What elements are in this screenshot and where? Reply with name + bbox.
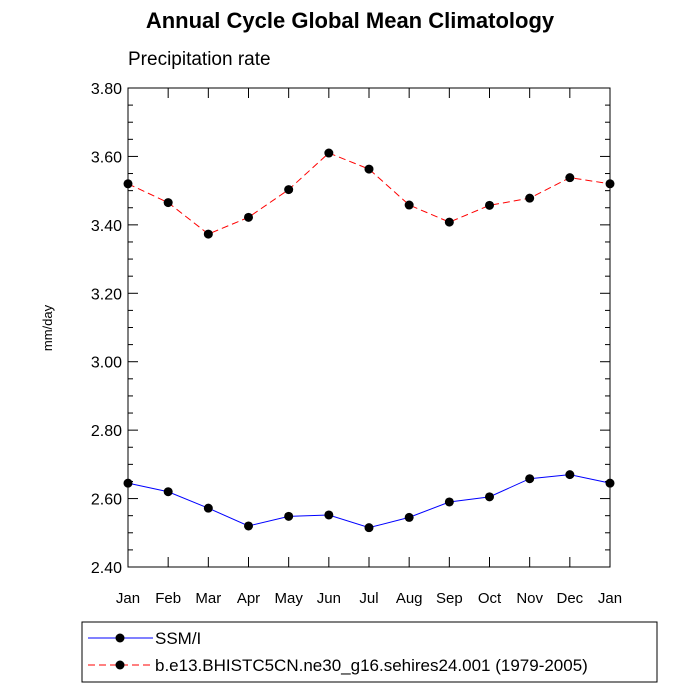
data-point bbox=[605, 179, 615, 189]
axes bbox=[127, 87, 611, 568]
x-tick-label: Nov bbox=[516, 590, 543, 607]
y-tick-label: 3.60 bbox=[91, 149, 122, 166]
data-point bbox=[324, 510, 334, 520]
x-tick-label: Jan bbox=[598, 590, 622, 607]
chart-title: Annual Cycle Global Mean Climatology bbox=[145, 8, 555, 33]
y-tick-label: 2.40 bbox=[91, 560, 122, 577]
legend-label: b.e13.BHISTC5CN.ne30_g16.sehires24.001 (… bbox=[155, 656, 588, 675]
y-tick-label: 3.40 bbox=[91, 218, 122, 235]
x-tick-label: Jan bbox=[116, 590, 140, 607]
data-point bbox=[163, 487, 173, 497]
x-tick-label: Oct bbox=[478, 590, 502, 607]
data-point bbox=[284, 511, 294, 521]
data-point bbox=[444, 217, 454, 227]
data-point bbox=[485, 200, 494, 210]
data-point bbox=[203, 503, 213, 513]
plot-frame bbox=[127, 87, 611, 568]
y-tick-label: 2.60 bbox=[91, 492, 122, 509]
legend-box bbox=[81, 621, 658, 683]
legend-marker bbox=[115, 633, 125, 643]
data-point bbox=[525, 193, 535, 203]
x-tick-label: Feb bbox=[155, 590, 181, 607]
data-point bbox=[485, 492, 494, 502]
legend-marker bbox=[115, 660, 125, 670]
series-2 bbox=[123, 148, 615, 239]
y-axis-label: mm/day bbox=[40, 304, 55, 351]
y-tick-label: 3.00 bbox=[91, 355, 122, 372]
y-tick-label: 3.20 bbox=[91, 286, 122, 303]
legend-label: SSM/I bbox=[155, 629, 201, 648]
data-point bbox=[244, 212, 253, 222]
data-point bbox=[123, 478, 133, 488]
data-point bbox=[605, 478, 615, 488]
x-tick-label: Jul bbox=[359, 590, 378, 607]
x-tick-label: May bbox=[274, 590, 303, 607]
data-point bbox=[565, 470, 575, 480]
data-point bbox=[284, 185, 294, 195]
legend: SSM/I b.e13.BHISTC5CN.ne30_g16.sehires24.… bbox=[81, 621, 658, 683]
x-tick-label: Aug bbox=[396, 590, 423, 607]
data-point bbox=[364, 164, 374, 174]
y-tick-label: 2.80 bbox=[91, 423, 122, 440]
x-tick-label: Jun bbox=[317, 590, 341, 607]
x-tick-label: Sep bbox=[436, 590, 463, 607]
chart-subtitle: Precipitation rate bbox=[128, 49, 271, 70]
x-tick-label: Dec bbox=[556, 590, 583, 607]
x-tick-label: Mar bbox=[195, 590, 221, 607]
data-point bbox=[244, 521, 253, 531]
data-point bbox=[123, 179, 133, 189]
data-point bbox=[364, 523, 374, 533]
ticks: 2.40 2.60 2.80 3.00 3.20 3.40 3.60 3.80 Jan Feb Ma… bbox=[91, 81, 622, 607]
series-line bbox=[127, 474, 611, 529]
data-point bbox=[404, 512, 414, 522]
data-point bbox=[324, 148, 334, 158]
data-point bbox=[404, 200, 414, 210]
data-point bbox=[565, 173, 575, 183]
data-point bbox=[444, 497, 454, 507]
data-point bbox=[163, 198, 173, 208]
x-tick-label: Apr bbox=[237, 590, 260, 607]
data-point bbox=[525, 474, 535, 484]
data-point bbox=[203, 229, 213, 239]
series-layer bbox=[123, 148, 615, 533]
y-tick-label: 3.80 bbox=[91, 81, 122, 98]
series-1 bbox=[123, 470, 615, 533]
